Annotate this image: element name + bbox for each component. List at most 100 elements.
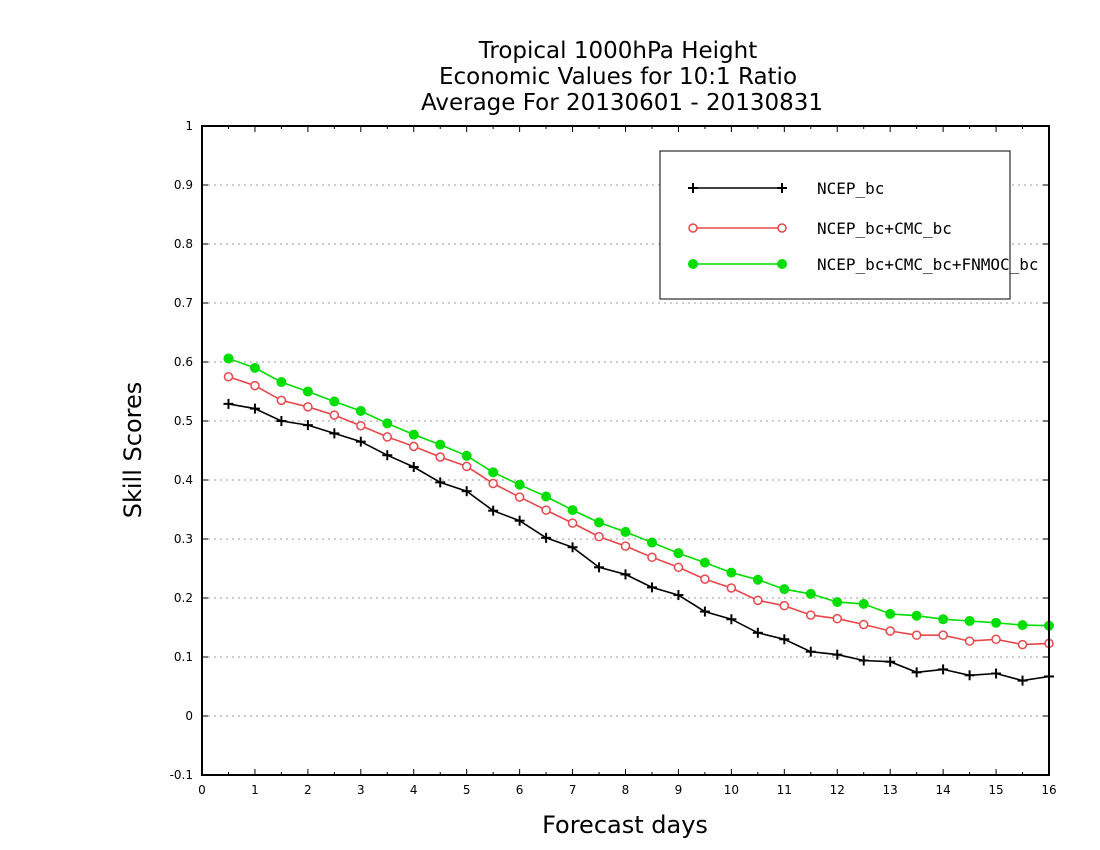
data-point <box>461 461 472 472</box>
data-point <box>752 574 763 585</box>
data-point <box>409 441 419 452</box>
data-point <box>805 646 816 657</box>
data-point <box>567 542 578 553</box>
title-line-2: Economic Values for 10:1 Ratio <box>439 64 797 90</box>
y-tick-label: 0.1 <box>174 650 193 664</box>
legend-entry: NCEP_bc <box>688 179 884 198</box>
data-point <box>964 636 975 646</box>
data-point <box>832 649 843 660</box>
data-point <box>514 492 525 502</box>
legend-box <box>659 150 1011 300</box>
data-point <box>911 667 922 678</box>
data-point <box>382 432 393 442</box>
y-tick-label: 0.3 <box>174 532 193 546</box>
y-tick-label: 1 <box>185 119 193 133</box>
data-point <box>620 569 631 580</box>
data-point <box>1017 675 1028 686</box>
data-point <box>302 386 313 397</box>
data-point <box>461 486 472 497</box>
data-point <box>488 505 499 516</box>
x-tick-label: 7 <box>569 783 577 797</box>
data-point <box>964 670 975 681</box>
data-point <box>276 377 287 388</box>
x-tick-label: 9 <box>675 783 683 797</box>
x-tick-label: 8 <box>622 783 630 797</box>
data-point <box>938 614 949 625</box>
data-point <box>223 353 234 364</box>
data-point <box>567 505 578 516</box>
data-point <box>329 396 340 407</box>
data-point <box>408 462 419 473</box>
x-tick-label: 0 <box>198 783 206 797</box>
data-point <box>911 610 922 621</box>
data-point <box>991 634 1001 645</box>
legend-label: NCEP_bc+CMC_bc+FNMOC_bc <box>817 255 1039 274</box>
legend-entry: NCEP_bc+CMC_bc+FNMOC_bc <box>688 255 1039 274</box>
x-axis-label: Forecast days <box>542 811 708 839</box>
data-point <box>249 403 260 414</box>
data-point <box>699 557 710 568</box>
chart-title: Tropical 1000hPa Height Economic Values … <box>421 38 823 116</box>
legend-marker <box>688 223 698 233</box>
data-point <box>858 598 869 609</box>
data-point <box>673 590 684 601</box>
data-point <box>991 617 1002 628</box>
data-point <box>567 518 578 528</box>
data-point <box>594 517 605 528</box>
x-tick-label: 15 <box>988 783 1003 797</box>
data-point <box>911 630 922 640</box>
x-tick-label: 2 <box>304 783 312 797</box>
data-point <box>832 597 843 608</box>
axis-ticks: -0.100.10.20.30.40.50.60.70.80.910 1 2 3 4 5 6… <box>170 119 1057 797</box>
data-point <box>699 606 710 617</box>
data-point <box>726 567 737 578</box>
data-point <box>779 600 790 611</box>
data-point <box>673 562 684 573</box>
data-point <box>435 477 446 488</box>
data-point <box>541 491 552 502</box>
y-tick-label: 0.8 <box>174 237 193 251</box>
data-point <box>435 439 446 450</box>
data-point <box>938 630 948 640</box>
series-line <box>228 403 1050 682</box>
data-point <box>620 526 631 537</box>
series-ncep-bc-cmc-bc-fnmoc-bc <box>223 353 1054 631</box>
data-point <box>753 595 763 606</box>
y-tick-label: 0.4 <box>174 473 193 487</box>
data-point <box>885 656 896 667</box>
x-tick-label: 16 <box>1041 783 1056 797</box>
x-tick-label: 3 <box>357 783 365 797</box>
data-point <box>700 574 710 584</box>
legend-entry: NCEP_bc+CMC_bc <box>688 219 952 238</box>
data-point <box>938 664 949 675</box>
data-point <box>752 627 763 638</box>
y-tick-label: 0 <box>185 709 193 723</box>
legend-marker <box>688 259 698 269</box>
data-point <box>964 616 975 627</box>
data-point <box>382 418 393 429</box>
data-point <box>355 436 366 447</box>
plot-series <box>223 353 1054 686</box>
data-point <box>249 362 260 373</box>
y-tick-label: 0.6 <box>174 355 193 369</box>
title-line-3: Average For 20130601 - 20130831 <box>421 90 823 116</box>
x-tick-label: 6 <box>516 783 524 797</box>
y-tick-label: 0.7 <box>174 296 193 310</box>
data-point <box>779 634 790 645</box>
series-line <box>228 357 1050 627</box>
data-point <box>1017 639 1028 650</box>
y-axis-label: Skill Scores <box>119 382 147 519</box>
legend-marker <box>777 223 787 233</box>
data-point <box>594 562 605 573</box>
data-point <box>488 467 499 478</box>
data-point <box>779 584 790 595</box>
data-point <box>885 626 895 636</box>
legend-marker <box>777 183 787 193</box>
y-tick-label: 0.5 <box>174 414 193 428</box>
data-point <box>726 583 737 593</box>
data-point <box>594 531 604 542</box>
y-tick-label: -0.1 <box>170 768 193 782</box>
x-tick-label: 14 <box>935 783 950 797</box>
data-point <box>514 479 525 490</box>
